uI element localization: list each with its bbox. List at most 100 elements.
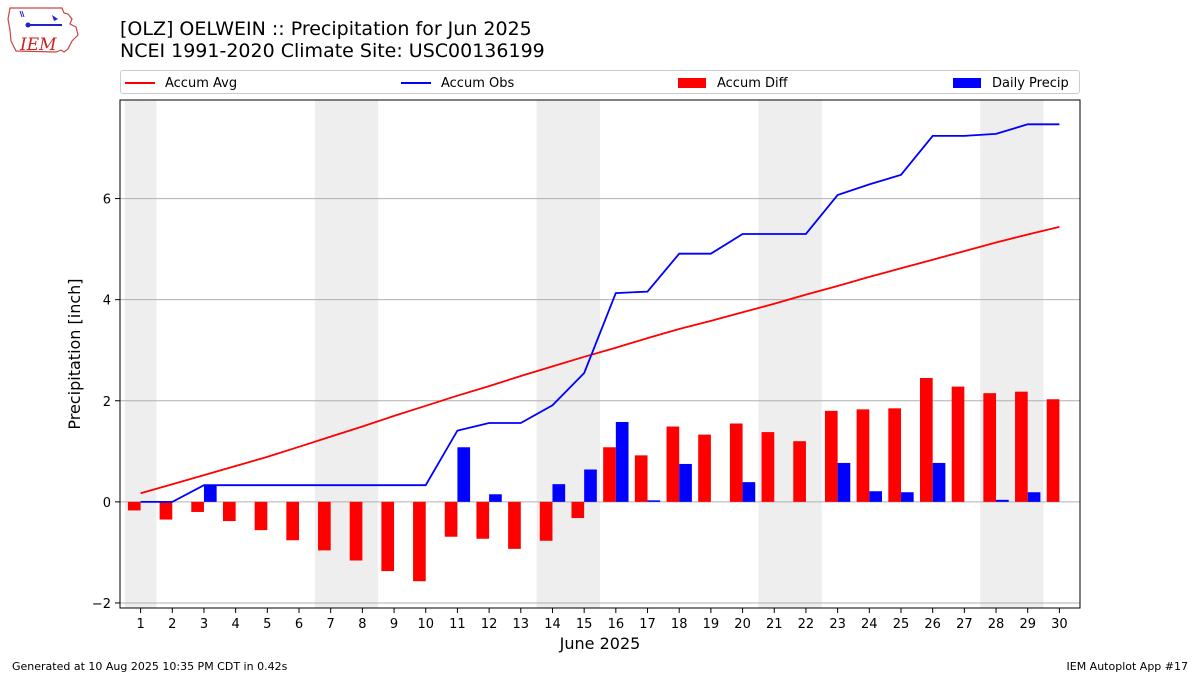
accum-diff-bar-day-8 [349,501,363,561]
accum-diff-bar-day-1 [127,501,141,511]
daily-precip-bar-day-29 [1027,492,1041,502]
daily-precip-bar-day-24 [869,491,882,502]
accum-diff-bar-day-29 [1015,391,1028,502]
x-tick-label: 30 [1051,617,1068,632]
chart-subtitle: NCEI 1991-2020 Climate Site: USC00136199 [120,40,545,62]
accum-diff-bar-day-15 [571,501,585,519]
x-tick-label: 20 [734,617,751,632]
x-tick-label: 10 [417,617,434,632]
daily-precip-bar-day-16 [615,421,629,502]
x-tick-label: 17 [639,617,656,632]
accum-diff-bar-day-12 [476,501,490,539]
legend-label-accum-diff: Accum Diff [717,75,788,91]
y-tick-label: 2 [103,395,111,410]
accum-diff-bar-day-21 [761,432,775,502]
accum-diff-bar-day-2 [159,501,173,520]
y-axis-label: Precipitation [inch] [65,278,84,429]
accum-diff-bar-day-3 [191,501,204,512]
x-tick-label: 22 [798,617,815,632]
accum-avg-line [140,226,1060,495]
accum-diff-bar-day-18 [666,426,680,502]
daily-precip-bar-day-18 [679,463,692,502]
legend-item-daily-precip: Daily Precip [953,74,1069,92]
weekend-band-1 [124,100,157,608]
plot-frame [119,99,1081,609]
bars [127,378,1060,582]
x-tick-label: 29 [1019,617,1036,632]
daily-precip-bar-day-15 [584,469,597,502]
x-tick-label: 26 [924,617,941,632]
accum-diff-bar-day-17 [634,455,648,502]
daily-precip-bar-day-14 [552,484,566,502]
x-tick-label: 28 [988,617,1005,632]
x-tick-label: 12 [481,617,498,632]
x-tick-label: 13 [513,617,530,632]
x-tick-label: 23 [829,617,846,632]
x-tick-label: 8 [358,617,366,632]
daily-precip-bar-day-23 [837,462,851,502]
accum-diff-bar-day-5 [254,501,268,531]
chart-title: [OLZ] OELWEIN :: Precipitation for Jun 2… [120,18,532,40]
x-tick-label: 4 [232,617,240,632]
x-tick-label: 2 [168,617,176,632]
y-tick-label: −2 [92,597,111,612]
legend-swatch-accum-obs [401,82,431,84]
accum-diff-bar-day-27 [951,386,965,502]
x-tick-label: 11 [449,617,466,632]
x-tick-label: 21 [766,617,783,632]
x-tick-label: 1 [136,617,144,632]
accum-diff-bar-day-16 [603,447,616,502]
accum-diff-bar-day-28 [983,393,997,502]
y-tick-label: 6 [103,193,111,208]
x-tick-label: 18 [671,617,688,632]
weekend-band-4 [758,100,822,608]
legend-item-accum-obs: Accum Obs [401,74,514,92]
legend-swatch-accum-diff [678,78,706,88]
accum-diff-bar-day-20 [729,423,743,502]
legend-label-accum-avg: Accum Avg [165,75,238,91]
daily-precip-bar-day-26 [932,462,946,502]
accum-diff-bar-day-14 [539,501,553,541]
legend-item-accum-diff: Accum Diff [678,74,788,92]
footer-generated: Generated at 10 Aug 2025 10:35 PM CDT in… [12,660,288,673]
accum-diff-bar-day-6 [286,501,300,541]
accum-diff-bar-day-25 [888,408,901,502]
daily-precip-bar-day-12 [489,494,502,502]
accum-diff-bar-day-13 [508,501,521,549]
accum-diff-bar-day-4 [222,501,236,522]
x-tick-label: 15 [576,617,593,632]
accum-diff-bar-day-19 [698,434,711,502]
x-tick-label: 14 [544,617,561,632]
logo-text: IEM [19,35,57,55]
daily-precip-bar-day-3 [203,485,217,502]
legend-label-daily-precip: Daily Precip [992,75,1069,91]
accum-obs-line [140,123,1060,503]
accum-diff-bar-day-10 [413,501,426,582]
lines [140,123,1060,503]
daily-precip-bar-day-20 [742,482,756,502]
x-tick-label: 9 [390,617,398,632]
legend-item-accum-avg: Accum Avg [125,74,237,92]
x-axis-label: June 2025 [559,634,641,653]
x-tick-label: 7 [327,617,335,632]
accum-diff-bar-day-24 [856,409,870,502]
daily-precip-bar-day-25 [900,492,914,502]
x-tick-label: 24 [861,617,878,632]
accum-diff-bar-day-30 [1046,399,1060,502]
legend-label-accum-obs: Accum Obs [441,75,515,91]
y-tick-label: 4 [103,294,111,309]
weekend-band-5 [980,100,1044,608]
x-tick-label: 16 [608,617,625,632]
iem-logo: IEM [7,7,79,55]
x-tick-label: 27 [956,617,973,632]
x-tick-label: 5 [263,617,271,632]
accum-diff-bar-day-11 [444,501,458,537]
footer-app: IEM Autoplot App #17 [1066,660,1189,673]
accum-diff-bar-day-9 [381,501,395,572]
weekend-shading [124,100,1044,608]
accum-diff-bar-day-22 [793,441,806,502]
legend-swatch-accum-avg [125,82,155,84]
legend: Accum Avg Accum Obs Accum Diff Daily Pre… [120,70,1080,94]
accum-diff-bar-day-23 [824,410,838,502]
